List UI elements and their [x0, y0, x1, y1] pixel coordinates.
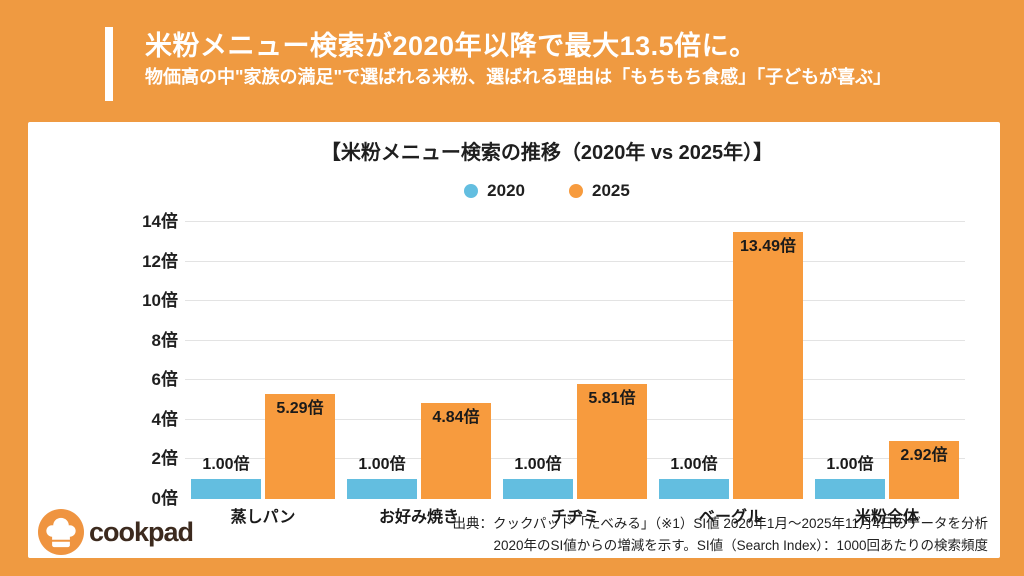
- y-axis-tick-2: 2倍: [151, 449, 178, 469]
- bar-value-label: 5.81倍: [588, 390, 636, 408]
- chart-legend: 2020 2025: [157, 180, 937, 202]
- category-label-米粉全体: 米粉全体: [854, 509, 919, 526]
- y-axis-tick-6: 6倍: [151, 370, 178, 390]
- gridline-10: [185, 300, 965, 302]
- x-axis: 蒸しパン お好み焼き チヂミ ベーグル 米粉全体: [185, 503, 965, 527]
- source-line-1: 出典：クックパッド「たべみる」（※1）SI値 2020年1月〜2025年11月4…: [452, 516, 989, 531]
- bar-2020: [815, 479, 885, 499]
- y-axis-tick-4: 4倍: [151, 409, 178, 429]
- bar-group-お好み焼き: 1.00倍 4.84倍: [341, 222, 497, 499]
- y-axis-tick-12: 12倍: [142, 251, 178, 271]
- bar-wrap-2020: 1.00倍: [815, 222, 885, 499]
- bar-value-label: 5.29倍: [276, 400, 324, 418]
- header-banner: 米粉メニュー検索が2020年以降で最大13.5倍に。 物価高の中"家族の満足"で…: [0, 0, 1024, 122]
- chart-title: 【米粉メニュー検索の推移（2020年 vs 2025年）】: [320, 142, 774, 164]
- legend-dot-2020: [464, 184, 479, 198]
- page-title: 米粉メニュー検索が2020年以降で最大13.5倍に。: [145, 31, 757, 61]
- bar-2025: [733, 232, 803, 499]
- bar-wrap-2025: 4.84倍: [421, 222, 491, 499]
- gridline-14: [185, 221, 965, 222]
- legend-item-2020: 2020: [464, 181, 525, 201]
- plot-area: 1.00倍 5.29倍 1.00倍 4.84倍 1.00倍 5.81倍 1.00倍 13.49…: [185, 221, 965, 499]
- gridline-4: [185, 418, 965, 420]
- y-axis-tick-0: 0倍: [151, 489, 178, 508]
- category-label-ベーグル: ベーグル: [698, 509, 763, 526]
- category-label-蒸しパン: 蒸しパン: [230, 509, 296, 526]
- bar-value-label: 13.49倍: [739, 238, 797, 256]
- bar-group-蒸しパン: 1.00倍 5.29倍: [185, 222, 341, 499]
- bar-value-label: 1.00倍: [826, 456, 874, 474]
- bar-value-label: 1.00倍: [514, 456, 562, 474]
- cookpad-logo: cookpad: [38, 508, 194, 556]
- bar-wrap-2025: 13.49倍: [733, 222, 803, 499]
- bar-group-チヂミ: 1.00倍 5.81倍: [497, 222, 653, 499]
- chef-hat-icon: [38, 509, 84, 555]
- legend-label-2025: 2025: [592, 181, 630, 200]
- bar-wrap-2025: 5.81倍: [577, 222, 647, 499]
- y-axis: 0倍 2倍 4倍 6倍 8倍 10倍 12倍 14倍: [68, 212, 178, 508]
- legend-item-2025: 2025: [569, 181, 630, 201]
- bar-2025: [265, 394, 335, 499]
- bar-wrap-2020: 1.00倍: [191, 222, 261, 499]
- bar-value-label: 4.84倍: [432, 409, 480, 427]
- y-axis-tick-8: 8倍: [151, 330, 178, 350]
- gridline-6: [185, 379, 965, 381]
- bar-2025: [577, 384, 647, 499]
- chart-card: 【米粉メニュー検索の推移（2020年 vs 2025年）】 2020 2025 0…: [28, 122, 1000, 558]
- bar-value-label: 1.00倍: [670, 456, 718, 474]
- gridline-12: [185, 260, 965, 262]
- y-axis-tick-10: 10倍: [142, 291, 178, 311]
- title-accent-bar: [105, 27, 113, 101]
- bar-group-ベーグル: 1.00倍 13.49倍: [653, 222, 809, 499]
- bar-wrap-2025: 2.92倍: [889, 222, 959, 499]
- bar-wrap-2020: 1.00倍: [347, 222, 417, 499]
- bar-wrap-2020: 1.00倍: [503, 222, 573, 499]
- bar-2025: [421, 403, 491, 499]
- category-label-チヂミ: チヂミ: [550, 509, 599, 526]
- bar-value-label: 1.00倍: [202, 456, 250, 474]
- bar-groups: 1.00倍 5.29倍 1.00倍 4.84倍 1.00倍 5.81倍 1.00倍 13.49…: [185, 222, 965, 499]
- page-subtitle: 物価高の中"家族の満足"で選ばれる米粉、選ばれる理由は「もちもち食感」「子どもが…: [145, 67, 892, 87]
- legend-dot-2025: [569, 184, 583, 198]
- legend-label-2020: 2020: [487, 181, 525, 200]
- gridline-2: [185, 458, 965, 460]
- source-line-2: 2020年のSI値からの増減を示す。SI値（Search Index）：1000…: [493, 537, 988, 553]
- bar-2025: [889, 441, 959, 499]
- bar-wrap-2025: 5.29倍: [265, 222, 335, 499]
- bar-group-米粉全体: 1.00倍 2.92倍: [809, 222, 965, 499]
- bar-2020: [347, 479, 417, 499]
- gridline-8: [185, 339, 965, 341]
- source-note: 出典：クックパッド「たべみる」（※1）SI値 2020年1月〜2025年11月4…: [453, 513, 989, 556]
- bar-value-label: 1.00倍: [358, 456, 406, 474]
- bar-value-label: 2.92倍: [900, 447, 948, 465]
- y-axis-tick-14: 14倍: [142, 212, 178, 231]
- bar-2020: [191, 479, 261, 499]
- bar-wrap-2020: 1.00倍: [659, 222, 729, 499]
- bar-2020: [659, 479, 729, 499]
- bar-2020: [503, 479, 573, 499]
- cookpad-wordmark: cookpad: [89, 516, 194, 547]
- category-label-お好み焼き: お好み焼き: [378, 509, 459, 526]
